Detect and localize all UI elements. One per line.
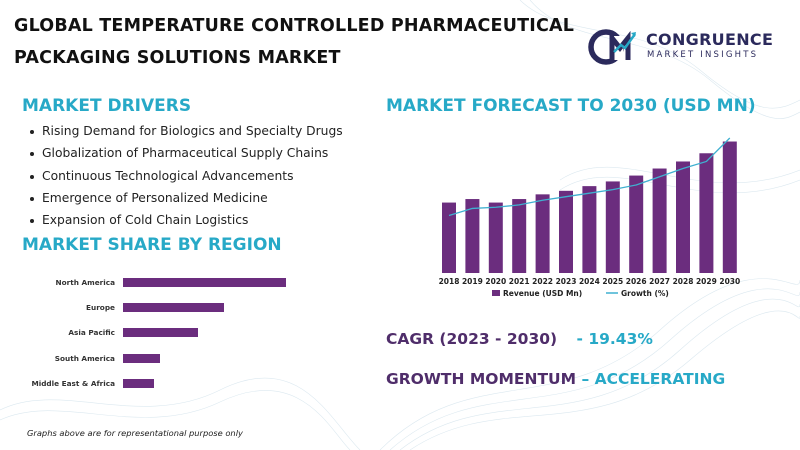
x-tick-label: 2021: [509, 277, 530, 286]
legend-growth-label: Growth (%): [621, 289, 669, 298]
region-label: Asia Pacific: [68, 328, 115, 338]
momentum-value: – ACCELERATING: [581, 370, 726, 388]
title-line-2: PACKAGING SOLUTIONS MARKET: [14, 48, 341, 68]
momentum-label: GROWTH MOMENTUM: [386, 370, 577, 388]
bullet-icon: [30, 174, 34, 179]
cagr-label: CAGR (2023 - 2030): [386, 330, 558, 348]
x-tick-label: 2029: [696, 277, 717, 286]
list-item: Emergence of Personalized Medicine: [28, 191, 343, 213]
bullet-icon: [30, 152, 34, 157]
revenue-bar: [605, 181, 620, 273]
list-item: Rising Demand for Biologics and Specialt…: [28, 124, 343, 146]
legend-revenue-label: Revenue (USD Mn): [503, 289, 582, 298]
bullet-icon: [30, 196, 34, 201]
revenue-bar: [676, 161, 690, 273]
revenue-bar: [488, 202, 503, 273]
driver-text: Expansion of Cold Chain Logistics: [42, 213, 249, 228]
bullet-icon: [30, 130, 34, 134]
legend-revenue-swatch: [492, 290, 500, 296]
market-drivers-heading: MARKET DRIVERS: [22, 96, 192, 116]
forecast-heading: MARKET FORECAST TO 2030 (USD MN): [386, 96, 756, 116]
revenue-bar: [442, 202, 456, 273]
revenue-bar: [652, 168, 667, 273]
revenue-bar: [465, 199, 480, 273]
x-tick-label: 2025: [602, 277, 623, 286]
logo-subtitle: MARKET INSIGHTS: [647, 50, 759, 60]
drivers-list: Rising Demand for Biologics and Specialt…: [28, 124, 343, 235]
cagr-row: CAGR (2023 - 2030) - 19.43%: [386, 330, 653, 348]
revenue-bar: [535, 194, 550, 273]
page-title: GLOBAL TEMPERATURE CONTROLLED PHARMACEUT…: [14, 10, 614, 74]
company-logo: CONGRUENCE MARKET INSIGHTS: [588, 26, 793, 68]
x-tick-label: 2019: [462, 277, 483, 286]
revenue-bar: [629, 175, 644, 273]
driver-text: Globalization of Pharmaceutical Supply C…: [42, 146, 329, 161]
region-bar: [123, 303, 225, 313]
region-label: Europe: [86, 303, 115, 313]
x-tick-label: 2028: [673, 277, 694, 286]
revenue-bar: [512, 199, 527, 273]
revenue-bar: [722, 141, 737, 273]
region-label: North America: [55, 278, 116, 287]
region-bar: [123, 278, 286, 287]
driver-text: Rising Demand for Biologics and Specialt…: [42, 124, 343, 138]
region-label: South America: [54, 353, 115, 363]
x-tick-label: 2030: [719, 277, 740, 286]
x-tick-label: 2026: [626, 277, 647, 286]
x-tick-label: 2023: [556, 277, 577, 286]
growth-line: [448, 137, 731, 217]
cagr-value: - 19.43%: [576, 330, 653, 348]
forecast-chart: 2018 2019 2020 2021 2022 2023 2024 2025 2026 2027…: [439, 137, 740, 298]
revenue-bar: [699, 153, 714, 273]
x-tick-label: 2024: [579, 277, 600, 286]
list-item: Globalization of Pharmaceutical Supply C…: [28, 146, 343, 168]
footnote: Graphs above are for representational pu…: [27, 428, 243, 438]
region-label: Middle East & Africa: [31, 378, 115, 388]
logo-mark-icon: [588, 29, 637, 65]
x-tick-label: 2020: [485, 277, 506, 286]
revenue-bar: [582, 186, 597, 273]
x-tick-label: 2027: [649, 277, 670, 286]
market-share-heading: MARKET SHARE BY REGION: [22, 235, 282, 255]
list-item: Expansion of Cold Chain Logistics: [28, 213, 343, 235]
momentum-row: GROWTH MOMENTUM – ACCELERATING: [386, 370, 725, 388]
revenue-bar: [559, 190, 573, 273]
list-item: Continuous Technological Advancements: [28, 169, 343, 191]
region-bar: [123, 353, 161, 363]
x-tick-label: 2018: [439, 277, 460, 286]
logo-name: CONGRUENCE: [646, 30, 774, 49]
title-line-1: GLOBAL TEMPERATURE CONTROLLED PHARMACEUT…: [14, 16, 575, 36]
region-bar: [123, 378, 154, 388]
bullet-icon: [30, 219, 34, 224]
region-bar: [123, 328, 198, 338]
x-tick-label: 2022: [532, 277, 553, 286]
driver-text: Emergence of Personalized Medicine: [42, 190, 268, 205]
driver-text: Continuous Technological Advancements: [42, 168, 294, 183]
